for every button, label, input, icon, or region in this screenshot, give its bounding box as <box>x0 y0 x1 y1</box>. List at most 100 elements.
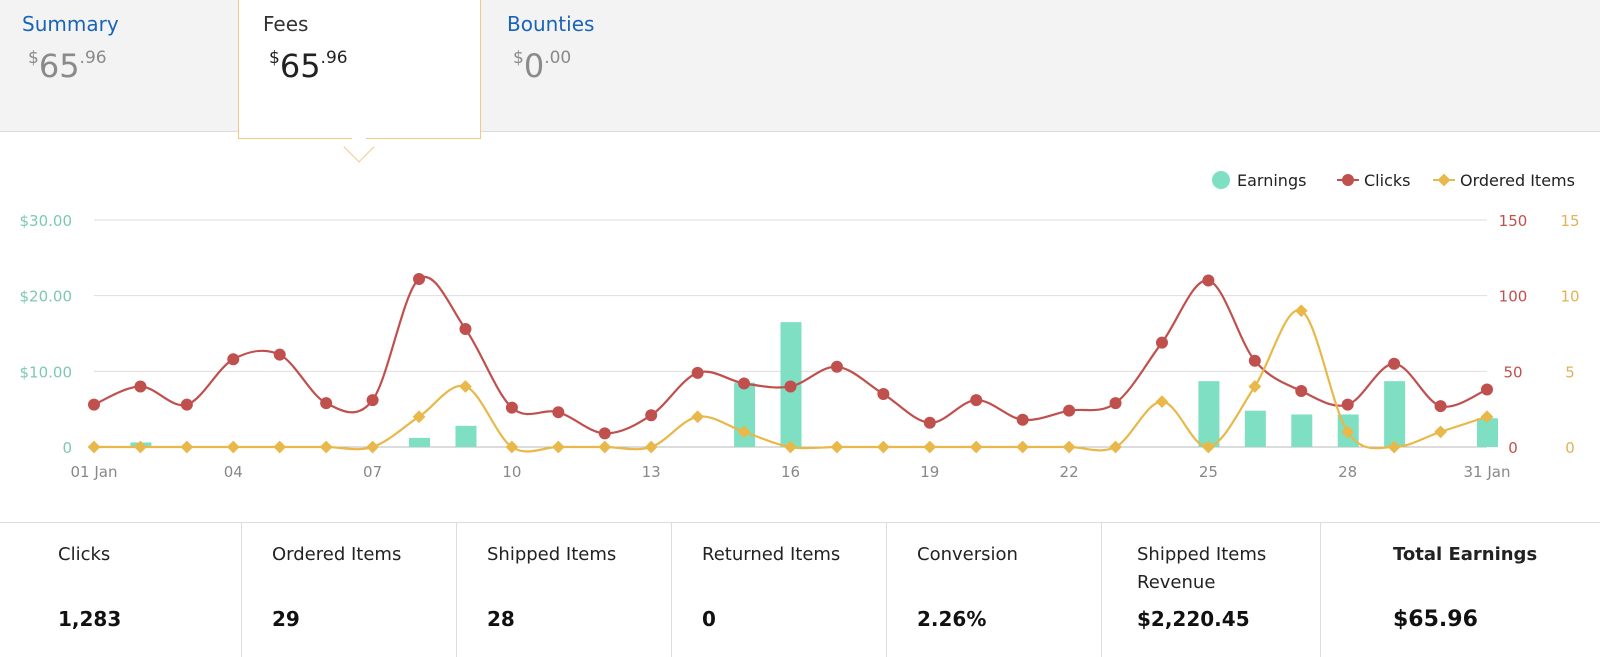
ordered-items-point <box>273 440 287 454</box>
ordered-items-point <box>877 440 890 454</box>
x-tick-label: 19 <box>920 463 939 481</box>
ordered-items-point <box>691 410 704 424</box>
chart-legend: Earnings Clicks Ordered Items <box>1212 171 1575 190</box>
y-right-items-tick-label: 0 <box>1565 439 1575 457</box>
x-tick-label: 10 <box>502 463 521 481</box>
clicks-legend-marker <box>1342 174 1354 186</box>
clicks-point <box>1388 357 1401 370</box>
y-left-tick-label: $30.00 <box>20 212 73 230</box>
clicks-point <box>88 398 100 411</box>
y-right-clicks-tick-label: 100 <box>1499 288 1528 306</box>
earnings-bar <box>1477 418 1498 447</box>
stat-value: 29 <box>272 607 300 631</box>
ordered-items-point <box>1248 380 1262 393</box>
ordered-items-point <box>366 440 379 454</box>
stat-value: 28 <box>487 607 515 631</box>
stat-ordered-items: Ordered Items 29 <box>242 523 457 657</box>
ordered-items-point <box>459 380 472 393</box>
clicks-point <box>691 366 704 379</box>
stat-shipped-items: Shipped Items 28 <box>457 523 672 657</box>
x-tick-label: 07 <box>363 463 382 481</box>
amount-cents: .96 <box>79 48 107 68</box>
clicks-point <box>1155 336 1168 349</box>
clicks-legend-label: Clicks <box>1364 171 1410 190</box>
chart-lines <box>87 273 1494 454</box>
stat-label: Shipped Items Revenue <box>1137 544 1267 593</box>
x-tick-label: 22 <box>1060 463 1079 481</box>
x-tick-label: 16 <box>781 463 800 481</box>
x-tick-label: 01 Jan <box>71 463 118 481</box>
currency-symbol: $ <box>269 48 280 68</box>
y-right-items-tick-label: 10 <box>1560 288 1579 306</box>
x-tick-label: 28 <box>1338 463 1357 481</box>
tab-summary-label: Summary <box>22 12 119 36</box>
clicks-point <box>1341 398 1354 411</box>
currency-symbol: $ <box>28 48 39 68</box>
clicks-point <box>1481 383 1493 396</box>
ordered-items-point <box>830 440 844 454</box>
tab-fees[interactable]: Fees $65.96 <box>238 0 481 139</box>
clicks-point <box>227 353 240 366</box>
currency-symbol: $ <box>513 48 524 68</box>
clicks-point <box>645 409 658 422</box>
ordered-items-point <box>412 410 426 424</box>
earnings-bar <box>409 437 431 447</box>
clicks-point <box>1434 400 1447 413</box>
clicks-point <box>1016 413 1029 426</box>
tab-summary-amount: $65.96 <box>28 48 238 83</box>
stat-value: $65.96 <box>1393 607 1478 632</box>
tab-bounties-amount: $0.00 <box>513 47 703 85</box>
ordered-items-line <box>94 309 1488 453</box>
ordered-items-legend-marker <box>1437 173 1451 187</box>
x-tick-label: 04 <box>224 463 243 481</box>
clicks-point <box>180 398 193 411</box>
tab-summary[interactable]: Summary $65.96 <box>0 0 238 132</box>
clicks-point <box>598 427 611 440</box>
y-left-tick-label: $10.00 <box>20 363 73 381</box>
y-right-clicks-tick-label: 0 <box>1508 439 1518 457</box>
earnings-bar <box>455 425 477 447</box>
ordered-items-point <box>505 440 519 454</box>
ordered-items-point <box>1062 440 1076 454</box>
clicks-point <box>1202 274 1215 287</box>
stat-clicks: Clicks 1,283 <box>0 523 242 657</box>
clicks-point <box>413 273 426 286</box>
stat-total-earnings: Total Earnings $65.96 <box>1321 523 1600 657</box>
tab-bounties[interactable]: Bounties $0.00 <box>483 0 703 132</box>
clicks-point <box>923 416 936 429</box>
stat-label: Shipped Items <box>487 544 617 565</box>
tab-bar: Summary $65.96 Fees $65.96 Bounties $0.0… <box>0 0 1600 139</box>
earnings-bars <box>130 322 1498 447</box>
ordered-items-point <box>923 440 937 454</box>
earnings-legend-label: Earnings <box>1237 171 1306 190</box>
clicks-point <box>273 348 286 361</box>
ordered-items-point <box>644 440 658 454</box>
stat-label: Conversion <box>917 544 1018 565</box>
stat-returned-items: Returned Items 0 <box>672 523 887 657</box>
x-tick-label: 31 Jan <box>1464 463 1511 481</box>
clicks-point <box>1295 385 1308 398</box>
clicks-point <box>320 397 333 410</box>
x-tick-label: 25 <box>1199 463 1218 481</box>
stat-value: 1,283 <box>58 607 122 631</box>
chart-svg: 0 0 0 $10.00 50 5 $20.00 100 10 $30.00 150 15 01 Jan… <box>20 171 1580 481</box>
y-left-tick-label: $20.00 <box>20 288 73 306</box>
stat-shipped-items-revenue: Shipped Items Revenue $2,220.45 <box>1102 523 1321 657</box>
ordered-items-legend-label: Ordered Items <box>1460 171 1575 190</box>
ordered-items-point <box>87 440 101 454</box>
amount-whole: 0 <box>523 47 545 85</box>
clicks-point <box>552 406 565 419</box>
clicks-point <box>134 380 147 393</box>
chart-axes: 0 0 0 $10.00 50 5 $20.00 100 10 $30.00 150 15 01 Jan… <box>20 212 1580 481</box>
earnings-bar <box>1384 381 1406 447</box>
y-right-clicks-tick-label: 50 <box>1503 363 1522 381</box>
ordered-items-point <box>598 440 612 454</box>
clicks-point <box>970 394 983 407</box>
stat-label: Total Earnings <box>1393 544 1538 565</box>
amount-cents: .00 <box>544 48 572 68</box>
stat-value: 0 <box>702 607 716 631</box>
earnings-bar <box>1244 410 1266 447</box>
stat-value: 2.26% <box>917 607 987 631</box>
ordered-items-point <box>551 440 565 454</box>
earnings-bar <box>1291 414 1313 447</box>
